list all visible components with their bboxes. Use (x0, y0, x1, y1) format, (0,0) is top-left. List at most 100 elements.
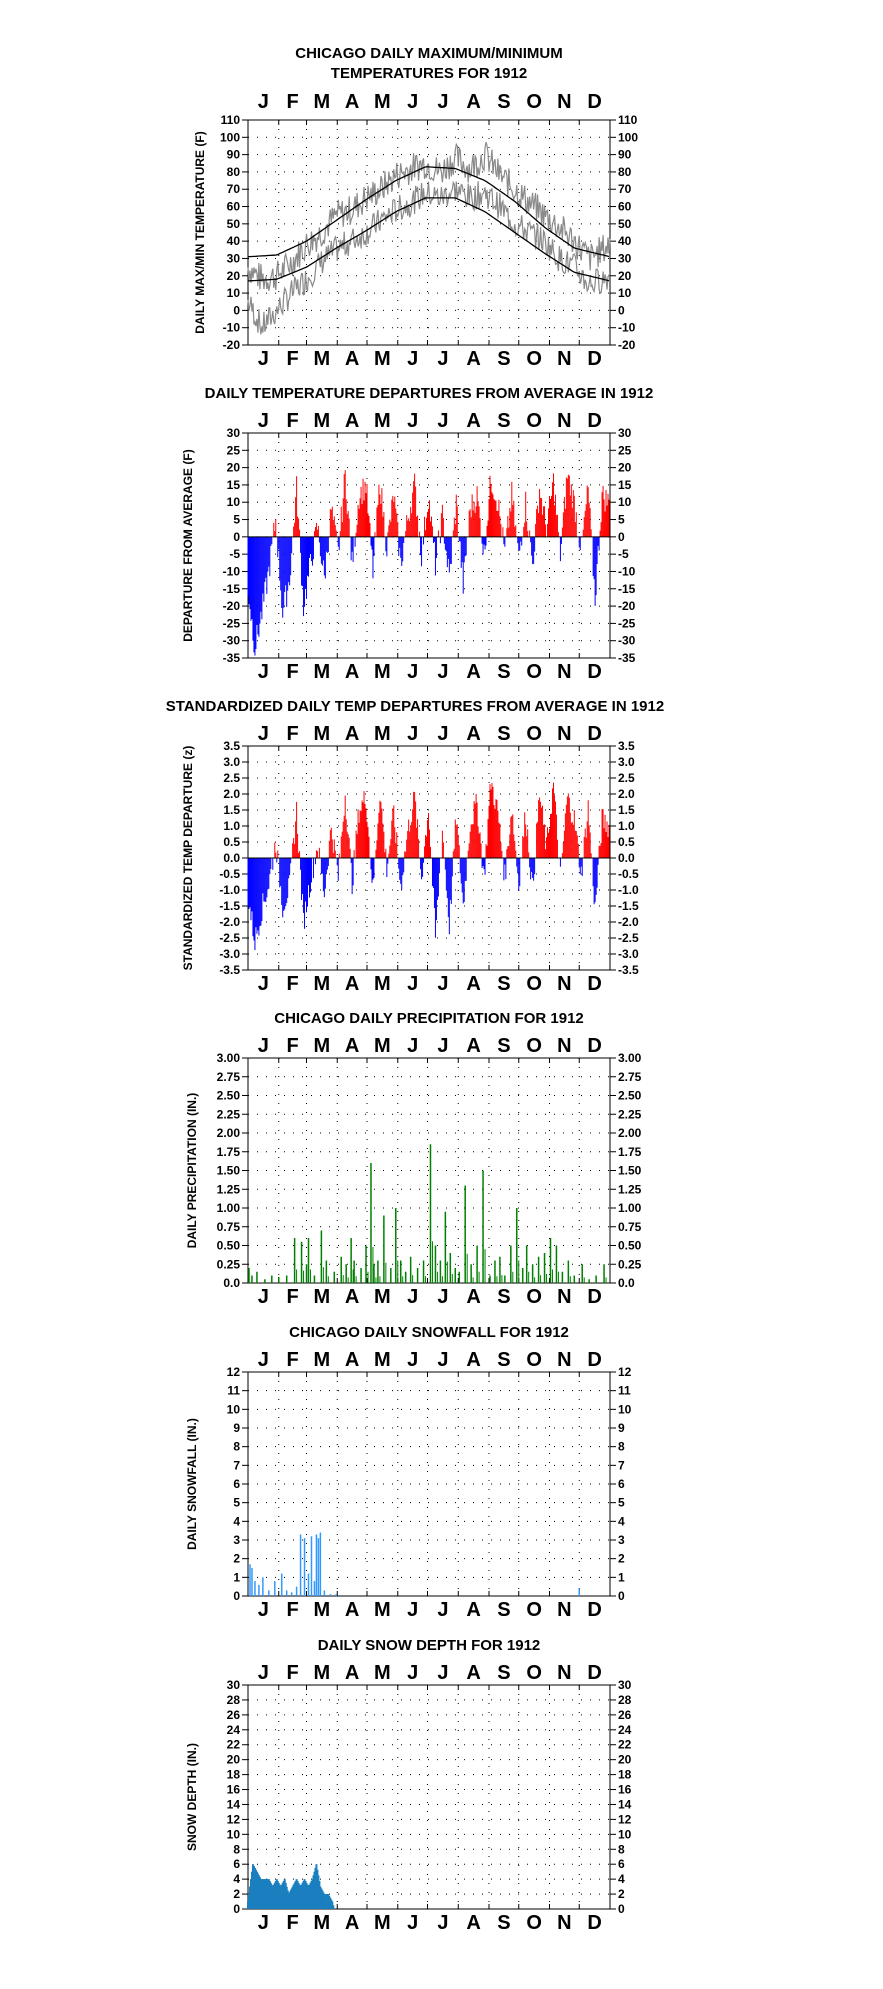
y-tick-label-right: -15 (618, 582, 636, 596)
month-label-top: A (345, 1662, 359, 1684)
y-tick-label-right: 1.50 (618, 1164, 642, 1178)
month-label-bottom: S (497, 973, 510, 995)
y-axis-label: DAILY MAX/MIN TEMPERATURE (F) (193, 131, 207, 333)
chart-title: DAILY SNOW DEPTH FOR 1912 (318, 1637, 541, 1654)
month-label-bottom: A (345, 348, 359, 370)
y-tick-label-right: -25 (618, 616, 636, 630)
month-label-top: D (587, 723, 601, 745)
y-tick-label-right: 0.50 (618, 1239, 642, 1253)
month-label-top: S (497, 1349, 510, 1371)
month-label-bottom: D (587, 661, 601, 683)
y-tick-label-right: 70 (618, 182, 632, 196)
month-label-bottom: A (466, 1599, 480, 1621)
y-tick-label-right: 1.75 (618, 1145, 642, 1159)
month-label-bottom: S (497, 1912, 510, 1934)
y-tick-label-left: 1.25 (217, 1182, 241, 1196)
y-tick-label-left: 2.5 (223, 771, 240, 785)
y-tick-label-right: 0 (618, 1902, 625, 1916)
y-tick-label-left: -15 (223, 582, 241, 596)
y-tick-label-left: 1 (233, 1570, 240, 1584)
month-label-top: J (437, 91, 448, 113)
month-label-bottom: F (287, 1286, 299, 1308)
month-label-bottom: J (437, 348, 448, 370)
y-tick-label-right: 10 (618, 286, 632, 300)
month-label-bottom: O (526, 1912, 542, 1934)
y-tick-label-left: 12 (227, 1365, 241, 1379)
chart-6: DAILY SNOW DEPTH FOR 1912JJFFMMAAMMJJJJA… (185, 1637, 632, 1934)
y-tick-label-left: 10 (227, 1827, 241, 1841)
chart-2: DAILY TEMPERATURE DEPARTURES FROM AVERAG… (181, 385, 653, 683)
month-label-top: J (258, 410, 269, 432)
month-label-top: M (374, 1662, 391, 1684)
chart-title: CHICAGO DAILY MAXIMUM/MINIMUM (295, 45, 563, 62)
y-tick-label-left: 0 (233, 1589, 240, 1603)
y-tick-label-right: 14 (618, 1797, 632, 1811)
y-tick-label-right: 9 (618, 1421, 625, 1435)
y-tick-label-left: 0 (233, 530, 240, 544)
y-tick-label-left: 8 (233, 1440, 240, 1454)
y-axis-label: STANDARDIZED TEMP DEPARTURE (z) (181, 746, 195, 971)
y-tick-label-right: 16 (618, 1783, 632, 1797)
month-label-bottom: D (587, 1599, 601, 1621)
y-tick-label-right: 6 (618, 1477, 625, 1491)
y-tick-label-left: 3.5 (223, 739, 240, 753)
y-tick-label-left: 1.5 (223, 803, 240, 817)
chart-5: CHICAGO DAILY SNOWFALL FOR 1912JJFFMMAAM… (185, 1324, 632, 1621)
month-label-bottom: M (314, 1912, 331, 1934)
month-label-bottom: J (258, 661, 269, 683)
y-tick-label-right: 25 (618, 443, 632, 457)
month-label-bottom: M (314, 1599, 331, 1621)
y-tick-label-right: -10 (618, 564, 636, 578)
month-label-top: J (407, 1349, 418, 1371)
month-label-bottom: N (557, 1912, 571, 1934)
month-label-bottom: M (374, 1599, 391, 1621)
y-tick-label-left: 16 (227, 1783, 241, 1797)
y-tick-label-right: 30 (618, 251, 632, 265)
month-label-top: N (557, 91, 571, 113)
y-tick-label-right: -30 (618, 634, 636, 648)
month-label-bottom: M (374, 661, 391, 683)
month-label-top: O (526, 1035, 542, 1057)
month-label-bottom: A (345, 661, 359, 683)
y-tick-label-left: 0.0 (223, 1276, 240, 1290)
y-tick-label-right: 0 (618, 303, 625, 317)
chart-title: CHICAGO DAILY PRECIPITATION FOR 1912 (274, 1010, 584, 1027)
month-label-top: J (258, 723, 269, 745)
y-axis-label: DAILY PRECIPITATION (IN.) (185, 1093, 199, 1249)
month-label-top: F (287, 410, 299, 432)
y-tick-label-right: 7 (618, 1458, 625, 1472)
chart-title: DAILY TEMPERATURE DEPARTURES FROM AVERAG… (205, 385, 654, 402)
y-tick-label-left: 0 (233, 303, 240, 317)
month-label-bottom: A (466, 1286, 480, 1308)
month-label-bottom: N (557, 1599, 571, 1621)
y-tick-label-left: 2.00 (217, 1126, 241, 1140)
y-tick-label-right: 80 (618, 165, 632, 179)
y-tick-label-right: 100 (618, 130, 638, 144)
y-tick-label-left: -5 (229, 547, 240, 561)
y-tick-label-left: 1.75 (217, 1145, 241, 1159)
month-label-top: J (437, 1349, 448, 1371)
month-label-top: J (437, 723, 448, 745)
month-label-top: M (374, 1035, 391, 1057)
y-tick-label-right: 60 (618, 200, 632, 214)
month-label-top: A (345, 1035, 359, 1057)
month-label-bottom: M (314, 661, 331, 683)
month-label-top: J (258, 1662, 269, 1684)
y-tick-label-right: 2 (618, 1552, 625, 1566)
y-tick-label-left: -10 (223, 564, 241, 578)
y-tick-label-left: 50 (227, 217, 241, 231)
y-tick-label-right: 6 (618, 1857, 625, 1871)
month-label-bottom: J (407, 348, 418, 370)
month-label-bottom: O (526, 661, 542, 683)
y-tick-label-left: -30 (223, 634, 241, 648)
month-label-top: J (258, 91, 269, 113)
series-observed-max (247, 141, 611, 291)
y-tick-label-left: 2.75 (217, 1070, 241, 1084)
month-label-bottom: F (287, 348, 299, 370)
y-tick-label-left: 18 (227, 1768, 241, 1782)
month-label-bottom: J (407, 973, 418, 995)
y-tick-label-left: 0.5 (223, 835, 240, 849)
month-label-bottom: J (407, 1599, 418, 1621)
month-label-bottom: N (557, 348, 571, 370)
y-tick-label-left: 14 (227, 1797, 241, 1811)
